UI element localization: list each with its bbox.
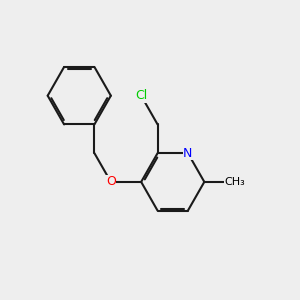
Text: O: O <box>106 176 116 188</box>
Text: N: N <box>183 147 193 160</box>
Text: CH₃: CH₃ <box>224 177 245 187</box>
Text: Cl: Cl <box>135 89 147 102</box>
